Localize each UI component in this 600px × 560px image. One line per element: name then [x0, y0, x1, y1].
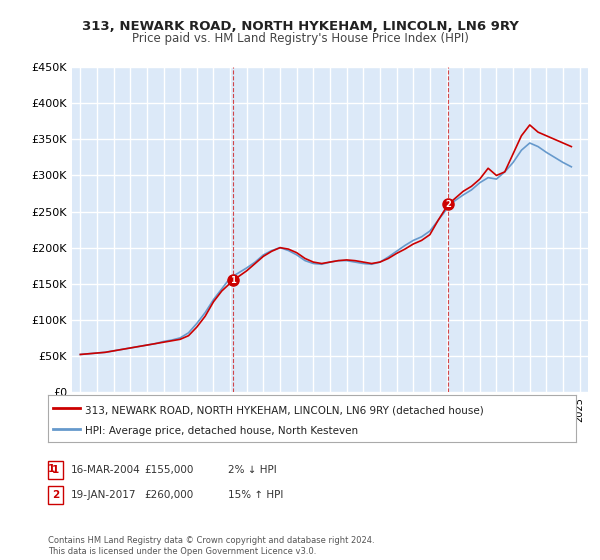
Text: 19-JAN-2017: 19-JAN-2017 [71, 490, 136, 500]
Text: 15% ↑ HPI: 15% ↑ HPI [228, 490, 283, 500]
Text: 1: 1 [230, 276, 236, 284]
Text: 2: 2 [445, 200, 451, 209]
Text: Contains HM Land Registry data © Crown copyright and database right 2024.
This d: Contains HM Land Registry data © Crown c… [48, 536, 374, 556]
Text: 313, NEWARK ROAD, NORTH HYKEHAM, LINCOLN, LN6 9RY (detached house): 313, NEWARK ROAD, NORTH HYKEHAM, LINCOLN… [85, 405, 484, 415]
Text: Price paid vs. HM Land Registry's House Price Index (HPI): Price paid vs. HM Land Registry's House … [131, 32, 469, 45]
Text: £260,000: £260,000 [144, 490, 193, 500]
Text: 2: 2 [52, 490, 59, 500]
Text: 313, NEWARK ROAD, NORTH HYKEHAM, LINCOLN, LN6 9RY: 313, NEWARK ROAD, NORTH HYKEHAM, LINCOLN… [82, 20, 518, 32]
Text: HPI: Average price, detached house, North Kesteven: HPI: Average price, detached house, Nort… [85, 426, 358, 436]
Text: 16-MAR-2004: 16-MAR-2004 [71, 465, 140, 475]
Text: 1: 1 [47, 464, 55, 474]
Text: 1: 1 [52, 465, 59, 475]
Text: £155,000: £155,000 [144, 465, 193, 475]
Text: 2% ↓ HPI: 2% ↓ HPI [228, 465, 277, 475]
